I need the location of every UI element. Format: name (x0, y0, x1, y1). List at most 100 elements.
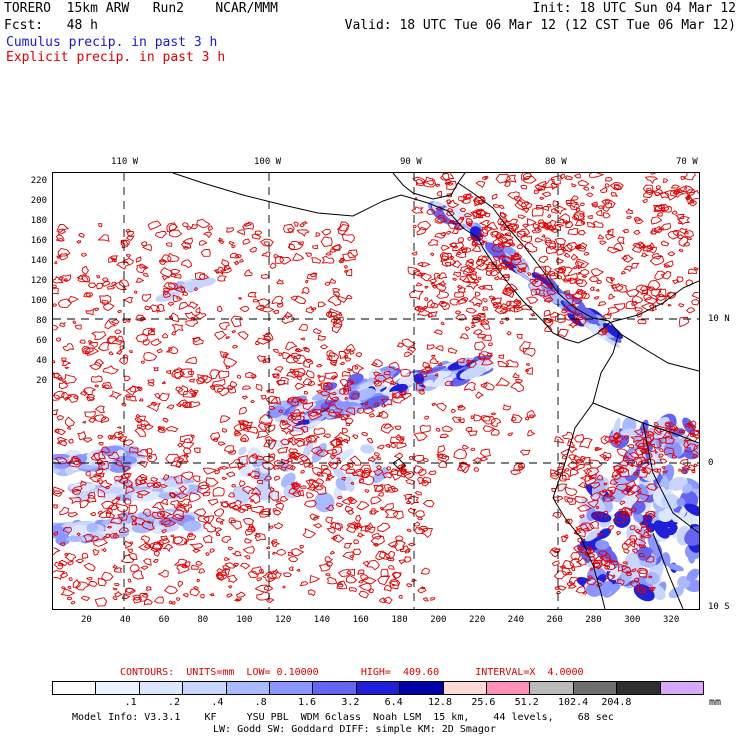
precip-contour (623, 538, 635, 548)
precip-contour (198, 568, 206, 574)
precip-contour (310, 446, 324, 455)
precip-contour (345, 414, 350, 418)
precip-contour (474, 302, 481, 308)
precip-contour (589, 567, 593, 571)
precip-contour (525, 363, 530, 366)
precip-contour (623, 507, 633, 515)
precip-contour (438, 300, 448, 307)
x-tick-label: 180 (391, 615, 408, 625)
coastline-caribbean (457, 182, 610, 322)
precip-contour (334, 522, 344, 530)
precip-contour (329, 360, 338, 366)
precip-blob (577, 544, 590, 564)
precip-contour (602, 494, 616, 502)
precip-contour (97, 577, 107, 587)
precip-contour (65, 396, 70, 400)
precip-contour (56, 436, 68, 445)
precip-contour (160, 517, 172, 526)
precip-contour (312, 522, 323, 529)
colorbar-label: .1 (124, 697, 137, 708)
precip-contour (85, 576, 93, 581)
precip-contour (335, 502, 344, 508)
precip-contour (681, 465, 691, 470)
precip-contour (169, 499, 183, 508)
precip-contour (324, 372, 339, 380)
precip-contour (661, 205, 672, 213)
precip-contour (202, 467, 218, 475)
x-tick-label: 300 (624, 615, 641, 625)
precip-contour (570, 195, 579, 201)
precip-contour (587, 214, 593, 220)
precip-contour (227, 501, 236, 509)
precip-contour (98, 509, 111, 519)
precip-contour (685, 189, 696, 197)
precip-blob (266, 405, 286, 419)
precip-contour (328, 277, 337, 284)
precip-contour (541, 206, 550, 212)
precip-contour (343, 348, 352, 355)
precip-contour (53, 394, 61, 401)
precip-contour (566, 580, 576, 587)
precip-contour (421, 262, 431, 268)
precip-contour (691, 425, 697, 430)
precip-contour (436, 272, 447, 280)
precip-contour (282, 351, 292, 359)
precip-contour (163, 282, 177, 291)
precip-contour (196, 218, 211, 229)
precip-contour (199, 240, 208, 246)
precip-contour (522, 223, 529, 229)
precip-contour (328, 307, 343, 318)
precip-contour (527, 218, 537, 226)
precip-contour (57, 248, 71, 257)
precip-contour (141, 293, 152, 302)
x-tick-label: 200 (430, 615, 447, 625)
precip-contour (287, 551, 294, 556)
precip-contour (637, 490, 642, 495)
precip-contour (128, 504, 138, 515)
precip-contour (475, 262, 489, 271)
precip-contour (413, 432, 428, 442)
precip-contour (422, 597, 429, 602)
precip-contour (692, 453, 699, 459)
precip-contour (68, 511, 79, 518)
precip-contour (378, 597, 388, 604)
precip-contour (306, 409, 319, 417)
precip-contour (562, 278, 568, 283)
precip-contour (141, 244, 153, 252)
precip-blob (433, 378, 448, 387)
precip-contour (351, 469, 364, 477)
precip-contour (369, 510, 376, 515)
precip-contour (575, 586, 586, 594)
precip-contour (616, 236, 625, 245)
precip-contour (385, 466, 392, 471)
precip-contour (128, 350, 133, 354)
precip-contour (440, 321, 445, 326)
precip-contour (663, 260, 674, 268)
precip-contour (191, 392, 196, 397)
precip-contour (661, 465, 666, 470)
precip-contour (53, 531, 59, 536)
precip-contour (423, 305, 428, 310)
precip-contour (83, 292, 92, 298)
precip-blob (648, 453, 658, 464)
precip-contour (380, 423, 395, 434)
precip-contour (164, 585, 179, 595)
precip-contour (390, 540, 406, 551)
precip-contour (568, 446, 578, 454)
precip-contour (594, 447, 603, 451)
precip-contour (558, 462, 565, 469)
precip-contour (311, 257, 322, 264)
precip-contour (595, 582, 603, 588)
precip-contour (113, 587, 118, 591)
precip-contour (683, 441, 690, 449)
x-tick-label: 20 (81, 615, 92, 625)
precip-contour (118, 356, 129, 366)
precip-contour (279, 256, 292, 265)
precip-blob (529, 283, 541, 294)
precip-contour (679, 316, 690, 328)
precip-contour (153, 550, 161, 557)
precip-contour (502, 223, 517, 234)
precip-contour (321, 228, 332, 236)
galapagos-islands (392, 458, 406, 470)
precip-contour (357, 407, 365, 415)
